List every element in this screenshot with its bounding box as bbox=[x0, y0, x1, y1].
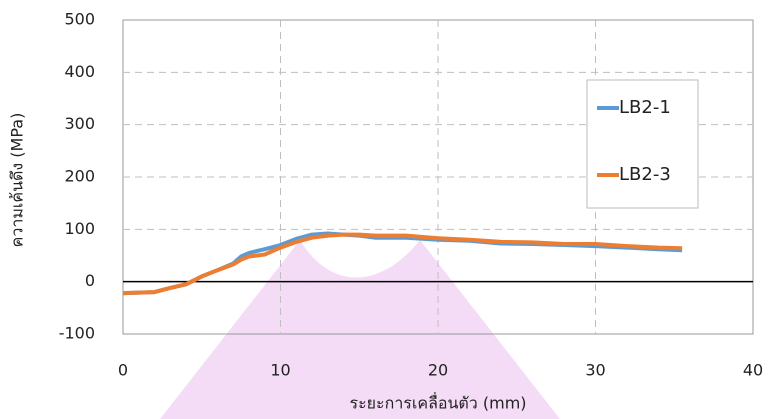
x-axis-label: ระยะการเคลื่อนตัว (mm) bbox=[349, 392, 526, 413]
y-tick-label: 0 bbox=[85, 271, 95, 290]
y-tick-label: 400 bbox=[64, 62, 95, 81]
y-tick-label: 300 bbox=[64, 114, 95, 133]
legend-label: LB2-3 bbox=[619, 164, 671, 185]
legend-box bbox=[586, 79, 699, 209]
x-tick-label: 30 bbox=[585, 361, 605, 380]
series-line bbox=[122, 232, 683, 296]
y-tick-label: -100 bbox=[59, 324, 95, 343]
legend-label: LB2-1 bbox=[619, 97, 671, 118]
x-tick-label: 40 bbox=[743, 361, 763, 380]
x-tick-label: 20 bbox=[428, 361, 448, 380]
y-tick-label: 100 bbox=[64, 219, 95, 238]
y-axis-label: ความเค้นดึง (MPa) bbox=[8, 113, 27, 248]
y-tick-label: 500 bbox=[64, 10, 95, 29]
x-tick-label: 0 bbox=[118, 361, 128, 380]
x-tick-label: 10 bbox=[270, 361, 290, 380]
watermark bbox=[160, 240, 560, 419]
y-tick-label: 200 bbox=[64, 167, 95, 186]
